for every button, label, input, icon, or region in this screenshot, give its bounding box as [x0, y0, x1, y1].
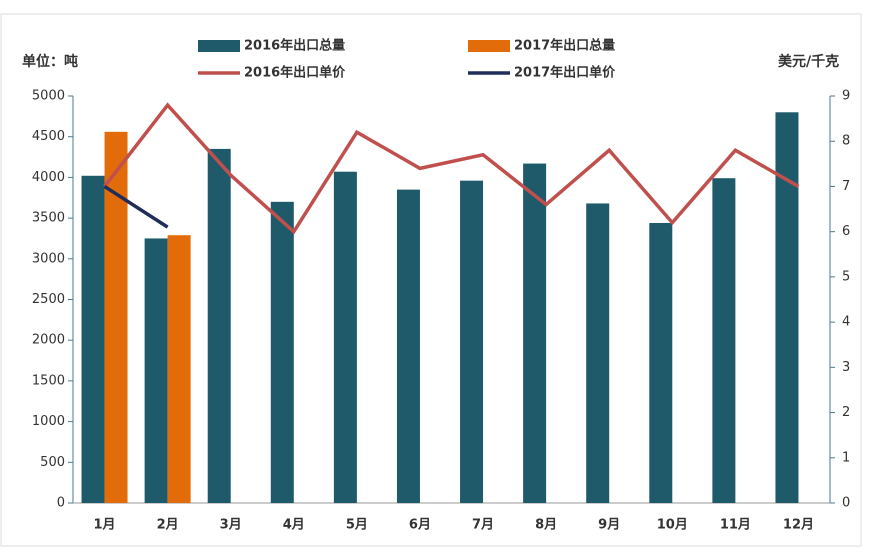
y-tick-label: 3000 [32, 251, 65, 266]
legend-label: 2016年出口总量 [244, 38, 345, 54]
y2-tick-label: 0 [842, 496, 850, 511]
x-tick-label: 3月 [220, 518, 242, 533]
y2-tick-label: 1 [842, 450, 850, 465]
legend-label: 2017年出口总量 [514, 38, 615, 54]
y2-tick-label: 3 [842, 360, 850, 375]
bar [167, 235, 191, 503]
y-tick-label: 0 [57, 496, 65, 511]
y-tick-label: 1500 [32, 373, 65, 388]
y-tick-label: 500 [40, 455, 65, 470]
y-tick-label: 1000 [32, 414, 65, 429]
legend-swatch [468, 40, 510, 52]
x-tick-label: 2月 [157, 518, 179, 533]
bar [775, 112, 799, 503]
x-tick-label: 5月 [346, 518, 368, 533]
x-tick-label: 1月 [94, 518, 116, 533]
y-tick-label: 3500 [32, 211, 65, 226]
bar [104, 131, 128, 504]
y-tick-label: 2500 [32, 292, 65, 307]
bar [523, 163, 547, 503]
x-tick-label: 8月 [535, 518, 557, 533]
bar [81, 175, 105, 503]
y2-tick-label: 6 [842, 224, 850, 239]
y2-tick-label: 8 [842, 134, 850, 149]
bar [333, 171, 357, 503]
y-tick-label: 2000 [32, 333, 65, 348]
x-tick-label: 12月 [783, 518, 814, 533]
bar [712, 178, 736, 504]
y-tick-label: 5000 [32, 89, 65, 104]
y-tick-label: 4500 [32, 129, 65, 144]
line [103, 102, 800, 235]
y2-tick-label: 9 [842, 89, 850, 104]
line [103, 184, 169, 229]
legend-label: 2016年出口单价 [244, 65, 346, 81]
y2-tick-label: 5 [842, 269, 850, 284]
bar [460, 180, 484, 503]
x-tick-label: 11月 [720, 518, 751, 533]
bar [207, 148, 231, 503]
bar [649, 222, 673, 503]
x-tick-label: 10月 [657, 518, 688, 533]
y2-tick-label: 2 [842, 405, 850, 420]
bar [144, 238, 168, 503]
legend-swatch [198, 40, 240, 52]
y2-tick-label: 4 [842, 315, 850, 330]
bar [586, 203, 610, 503]
x-tick-label: 4月 [283, 518, 305, 533]
x-tick-label: 7月 [472, 518, 494, 533]
x-tick-label: 9月 [598, 518, 620, 533]
bar [270, 201, 294, 503]
y-tick-label: 4000 [32, 170, 65, 185]
y-axis-label: 单位：吨 [22, 53, 78, 70]
x-tick-label: 6月 [409, 518, 431, 533]
bar [396, 189, 420, 504]
y2-tick-label: 7 [842, 179, 850, 194]
legend-label: 2017年出口单价 [514, 65, 616, 81]
y2-axis-label: 美元/千克 [778, 53, 839, 70]
